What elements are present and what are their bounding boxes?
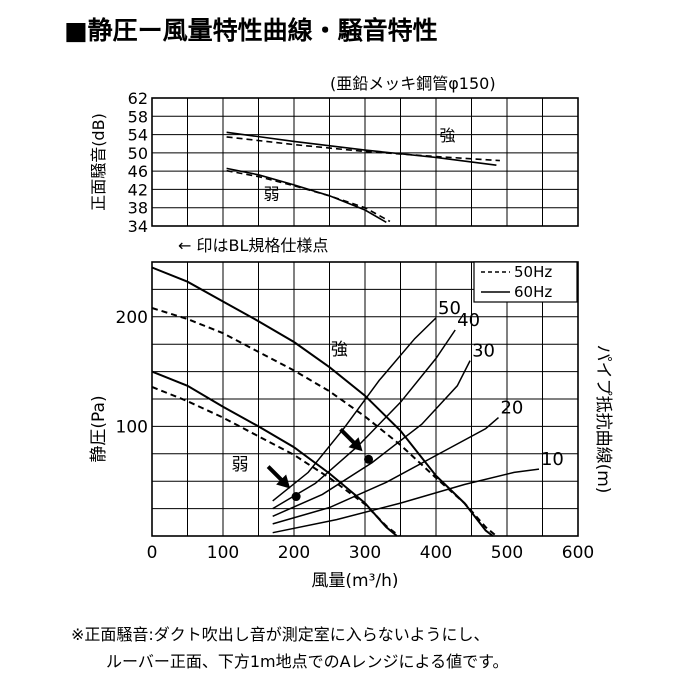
bl-spec-point (364, 454, 374, 464)
pipe-resistance-curve (272, 329, 456, 510)
legend-box (473, 261, 578, 303)
label-weak: 弱 (232, 455, 249, 475)
y-tick-label: 100 (116, 417, 148, 437)
bl-spec-point (291, 492, 301, 502)
bl-note: ← 印はBL規格仕様点 (178, 236, 328, 255)
plot-frame (151, 261, 579, 537)
label-strong: 強 (440, 126, 456, 145)
y-tick-label: 46 (128, 162, 148, 181)
y-tick-label: 38 (128, 199, 148, 218)
pipe-curve-label: 50 (438, 298, 461, 319)
y-axis-label: 正面騒音(dB) (89, 113, 108, 211)
pressure-airflow-chart: 0 100 200 300 400 500 600 200 100 風量(m³/h) 静圧(Pa) パ… (89, 261, 613, 591)
footnote-line-2: ルーバー正面、下方1m地点でのAレンジによる値です。 (106, 652, 508, 671)
legend-60hz-label: 60Hz (514, 283, 552, 301)
pipe-curve-label: 30 (472, 341, 495, 362)
bl-arrow-head (348, 437, 363, 452)
x-tick-label: 500 (491, 543, 523, 563)
series-line (151, 266, 494, 537)
y-tick-label: 50 (128, 144, 148, 163)
y2-axis-label: パイプ抵抗曲線(m) (593, 345, 613, 494)
x-axis-label: 風量(m³/h) (311, 571, 398, 591)
y-tick-label: 200 (116, 308, 148, 328)
y-tick-label: 54 (128, 126, 148, 145)
series-line (226, 136, 500, 162)
pipe-curve-label: 10 (541, 449, 564, 470)
x-tick-label: 400 (420, 543, 452, 563)
legend-50hz-label: 50Hz (514, 263, 552, 281)
x-tick-label: 300 (349, 543, 381, 563)
series-line (151, 307, 498, 537)
pipe-resistance-curve (272, 317, 437, 502)
pipe-resistance-curve (272, 468, 540, 534)
x-tick-label: 0 (147, 543, 158, 563)
footnote-line-1: ※正面騒音:ダクト吹出し音が測定室に入らないようにし、 (71, 625, 489, 644)
label-weak: 弱 (263, 184, 279, 203)
bl-arrow-head (276, 474, 291, 489)
y-tick-label: 62 (128, 89, 148, 108)
y-axis-label: 静圧(Pa) (89, 395, 109, 462)
plot-frame (151, 97, 579, 227)
label-strong: 強 (331, 340, 348, 360)
pipe-curve-label: 40 (457, 310, 480, 331)
y-tick-label: 58 (128, 107, 148, 126)
y-tick-label: 34 (128, 217, 148, 236)
pipe-resistance-curve (272, 360, 471, 517)
x-tick-label: 200 (278, 543, 310, 563)
legend: 50Hz 60Hz (473, 261, 578, 303)
page-title: ■静圧ー風量特性曲線・騒音特性 (64, 16, 438, 45)
pipe-resistance-curve (272, 417, 499, 525)
series-line (226, 167, 387, 223)
y-tick-label: 42 (128, 180, 148, 199)
x-tick-label: 600 (562, 543, 594, 563)
pipe-curve-label: 20 (500, 398, 523, 419)
pipe-spec-label: (亜鉛メッキ鋼管φ150) (330, 74, 496, 93)
x-tick-label: 100 (207, 543, 239, 563)
series-line (151, 385, 400, 537)
series-line (226, 131, 497, 166)
